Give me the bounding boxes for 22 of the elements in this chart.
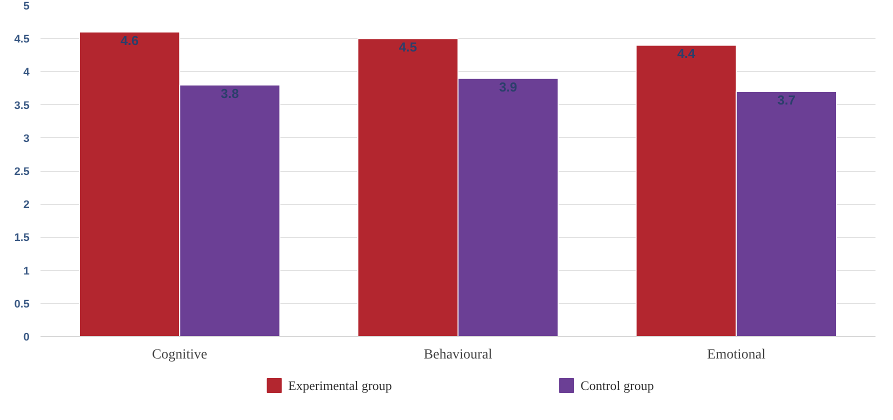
- data-label: 4.6: [120, 32, 139, 48]
- x-tick-label: Cognitive: [152, 348, 208, 362]
- data-label: 3.8: [220, 86, 239, 101]
- data-label: 4.5: [398, 40, 417, 55]
- y-tick-label: 3: [23, 132, 30, 145]
- y-tick-label: 3.5: [14, 100, 30, 112]
- y-tick-label: 0.5: [14, 298, 30, 310]
- y-tick-label: 5: [23, 0, 30, 12]
- x-tick-label: Emotional: [707, 348, 766, 362]
- y-tick-label: 0: [23, 332, 30, 344]
- data-label: 3.7: [777, 92, 796, 108]
- x-tick-label: Behavioural: [424, 348, 492, 362]
- y-tick-label: 2: [23, 199, 30, 212]
- y-tick-label: 1.5: [14, 232, 30, 244]
- y-tick-label: 4: [23, 66, 30, 79]
- y-tick-label: 1: [23, 265, 30, 278]
- y-tick-label: 4.5: [14, 34, 30, 46]
- y-tick-label: 2.5: [14, 166, 30, 178]
- legend-label: Control group: [580, 378, 654, 393]
- data-label: 4.4: [677, 46, 696, 62]
- legend-label: Experimental group: [288, 378, 392, 393]
- data-label: 3.9: [499, 79, 518, 94]
